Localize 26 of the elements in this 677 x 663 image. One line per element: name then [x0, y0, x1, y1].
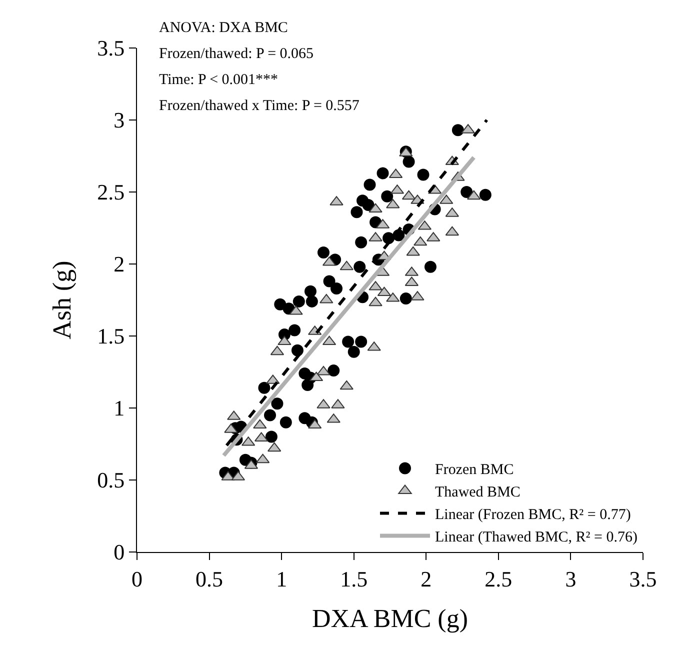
- x-tick-label: 1.5: [340, 566, 368, 592]
- y-axis-title: Ash (g): [48, 260, 76, 340]
- y-tick-label: 2: [114, 252, 125, 277]
- annotation: Frozen/thawed: P = 0.065: [159, 46, 314, 62]
- y-tick-label: 2.5: [97, 180, 125, 205]
- legend-label: Linear (Frozen BMC, R² = 0.77): [435, 507, 631, 524]
- y-tick-label: 3.5: [97, 36, 125, 61]
- x-tick-label: 3: [565, 566, 576, 592]
- legend-label: Thawed BMC: [435, 484, 520, 501]
- x-tick-label: 1: [276, 566, 288, 592]
- legend-label: Frozen BMC: [435, 462, 514, 478]
- y-tick-label: 0.5: [97, 468, 125, 493]
- y-tick-label: 0: [114, 540, 125, 565]
- annotation: Time: P < 0.001***: [159, 72, 278, 88]
- y-tick-label: 1.5: [97, 324, 125, 349]
- x-tick-label: 2.5: [484, 566, 512, 592]
- x-tick-label: 2: [420, 566, 432, 592]
- x-axis-title: DXA BMC (g): [312, 604, 468, 634]
- x-tick-label: 0.5: [196, 566, 224, 592]
- text: ANOVA: DXA BMC: [159, 20, 288, 36]
- legend-label: Linear (Thawed BMC, R² = 0.76): [435, 530, 638, 546]
- y-tick-label: 1: [114, 396, 125, 421]
- x-tick-label: 3.5: [629, 566, 657, 592]
- x-tick-label: 0: [132, 566, 142, 592]
- annotation: Frozen/thawed x Time: P = 0.557: [159, 98, 360, 114]
- y-tick-label: 3: [114, 108, 125, 133]
